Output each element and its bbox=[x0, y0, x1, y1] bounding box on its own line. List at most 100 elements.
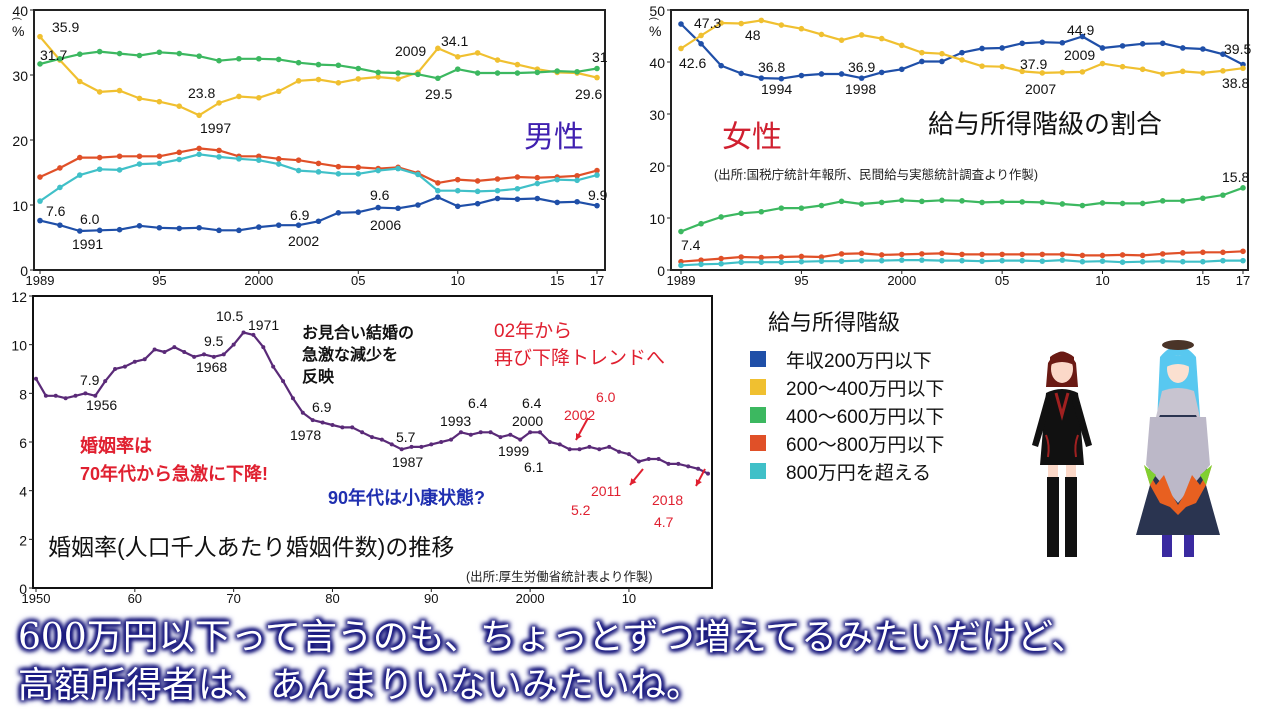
women-data-point bbox=[1139, 41, 1146, 47]
marriage-annotation: 6.0 bbox=[596, 389, 616, 405]
marriage-data-point bbox=[607, 444, 612, 449]
marriage-annotation: 5.7 bbox=[396, 429, 416, 445]
women-data-point bbox=[678, 21, 684, 27]
marriage-y-tick-label: 10 bbox=[11, 338, 27, 354]
women-data-point bbox=[1159, 40, 1166, 47]
men-data-point bbox=[236, 156, 242, 162]
women-data-point bbox=[1240, 185, 1246, 191]
men-y-unit-paren: ( bbox=[11, 17, 22, 21]
women-data-point bbox=[1220, 192, 1226, 198]
men-data-point bbox=[375, 74, 381, 80]
women-y-tick-label: 0 bbox=[657, 263, 665, 279]
marriage-data-point bbox=[429, 442, 434, 447]
legend-item: 800万円を超える bbox=[750, 457, 944, 485]
marriage-annotation: 1968 bbox=[196, 359, 227, 375]
women-data-point bbox=[1119, 259, 1126, 266]
marriage-data-point bbox=[182, 349, 187, 354]
marriage-data-point bbox=[567, 447, 572, 452]
marriage-annotation: 10.5 bbox=[216, 308, 243, 324]
marriage-annotation: 2011 bbox=[591, 483, 621, 499]
men-data-point bbox=[534, 174, 541, 181]
marriage-chart-source: (出所:厚生労働省統計表より作製) bbox=[466, 570, 653, 584]
marriage-data-point bbox=[53, 393, 58, 398]
women-chart-heading: 給与所得階級の割合 bbox=[928, 109, 1163, 139]
men-annotation: 9.6 bbox=[370, 187, 390, 203]
trend-note-line: 02年から bbox=[494, 321, 573, 342]
marriage-data-point bbox=[587, 444, 592, 449]
men-data-point bbox=[315, 61, 322, 68]
men-y-tick-label: 40 bbox=[12, 3, 28, 19]
women-annotation: 1998 bbox=[845, 81, 876, 97]
women-data-point bbox=[858, 250, 865, 257]
men-data-point bbox=[355, 164, 362, 171]
women-data-point bbox=[999, 45, 1005, 51]
marriage-annotation: 1978 bbox=[290, 427, 321, 443]
men-data-point bbox=[474, 70, 481, 76]
legend-title: 給与所得階級 bbox=[768, 310, 901, 335]
women-data-point bbox=[979, 258, 985, 264]
women-data-point bbox=[898, 257, 905, 263]
women-data-point bbox=[1039, 70, 1046, 76]
women-data-point bbox=[698, 41, 704, 47]
women-data-point bbox=[1059, 257, 1066, 263]
women-data-point bbox=[1019, 199, 1026, 205]
men-data-point bbox=[275, 56, 282, 63]
men-data-point bbox=[216, 57, 222, 64]
marriage-data-point bbox=[290, 396, 295, 401]
women-chart-label: 女性 bbox=[722, 121, 782, 154]
marriage-data-point bbox=[34, 376, 38, 381]
women-data-point bbox=[1240, 65, 1246, 72]
marriage-data-point bbox=[656, 457, 661, 462]
men-data-point bbox=[335, 210, 342, 216]
women-annotation: 36.9 bbox=[848, 59, 875, 75]
women-data-point bbox=[1119, 63, 1126, 70]
marriage-annotation: 6.1 bbox=[524, 459, 544, 475]
men-data-point bbox=[594, 167, 600, 174]
women-data-point bbox=[798, 72, 805, 79]
women-data-point bbox=[1079, 202, 1086, 209]
character-left bbox=[1032, 351, 1092, 557]
women-annotation: 15.8 bbox=[1222, 169, 1249, 185]
marriage-data-point bbox=[508, 432, 513, 437]
women-data-point bbox=[818, 254, 825, 260]
women-data-point bbox=[1099, 200, 1106, 206]
men-data-point bbox=[216, 147, 222, 154]
men-data-point bbox=[554, 176, 561, 183]
marriage-data-point bbox=[518, 437, 523, 442]
marriage-data-point bbox=[686, 464, 691, 469]
men-data-point bbox=[295, 78, 302, 84]
women-data-point bbox=[1099, 60, 1106, 67]
men-data-point bbox=[116, 87, 123, 94]
men-chart-label: 男性 bbox=[524, 121, 584, 154]
marriage-data-point bbox=[221, 352, 226, 357]
men-data-point bbox=[435, 194, 441, 200]
women-data-point bbox=[999, 199, 1005, 205]
marriage-y-tick-label: 2 bbox=[19, 532, 27, 548]
men-data-point bbox=[554, 199, 561, 206]
marriage-x-tick-label: 70 bbox=[226, 591, 240, 606]
marriage-x-tick-label: 90 bbox=[424, 591, 438, 606]
marriage-data-point bbox=[626, 452, 631, 457]
women-data-point bbox=[919, 251, 925, 257]
women-annotation: 7.4 bbox=[681, 237, 701, 253]
men-data-point bbox=[355, 76, 362, 82]
marriage-annotation: 7.9 bbox=[80, 372, 100, 388]
men-data-point bbox=[196, 53, 202, 59]
marriage-data-point bbox=[73, 393, 78, 398]
men-data-point bbox=[415, 171, 421, 178]
men-annotation: 2009 bbox=[395, 43, 426, 59]
men-data-point bbox=[236, 55, 242, 62]
men-data-point bbox=[196, 224, 202, 231]
men-data-point bbox=[315, 76, 322, 83]
marriage-data-point bbox=[399, 447, 404, 452]
men-data-point bbox=[474, 188, 481, 195]
men-annotation: 9.9 bbox=[588, 187, 608, 203]
women-data-point bbox=[718, 255, 724, 262]
women-data-point bbox=[878, 257, 885, 264]
trend-note: 02年から 再び下降トレンドへ bbox=[494, 318, 665, 372]
men-y-tick-label: 0 bbox=[20, 263, 28, 279]
women-data-point bbox=[818, 71, 825, 77]
marriage-data-point bbox=[152, 347, 157, 352]
men-data-point bbox=[355, 65, 362, 72]
men-data-point bbox=[136, 153, 143, 160]
